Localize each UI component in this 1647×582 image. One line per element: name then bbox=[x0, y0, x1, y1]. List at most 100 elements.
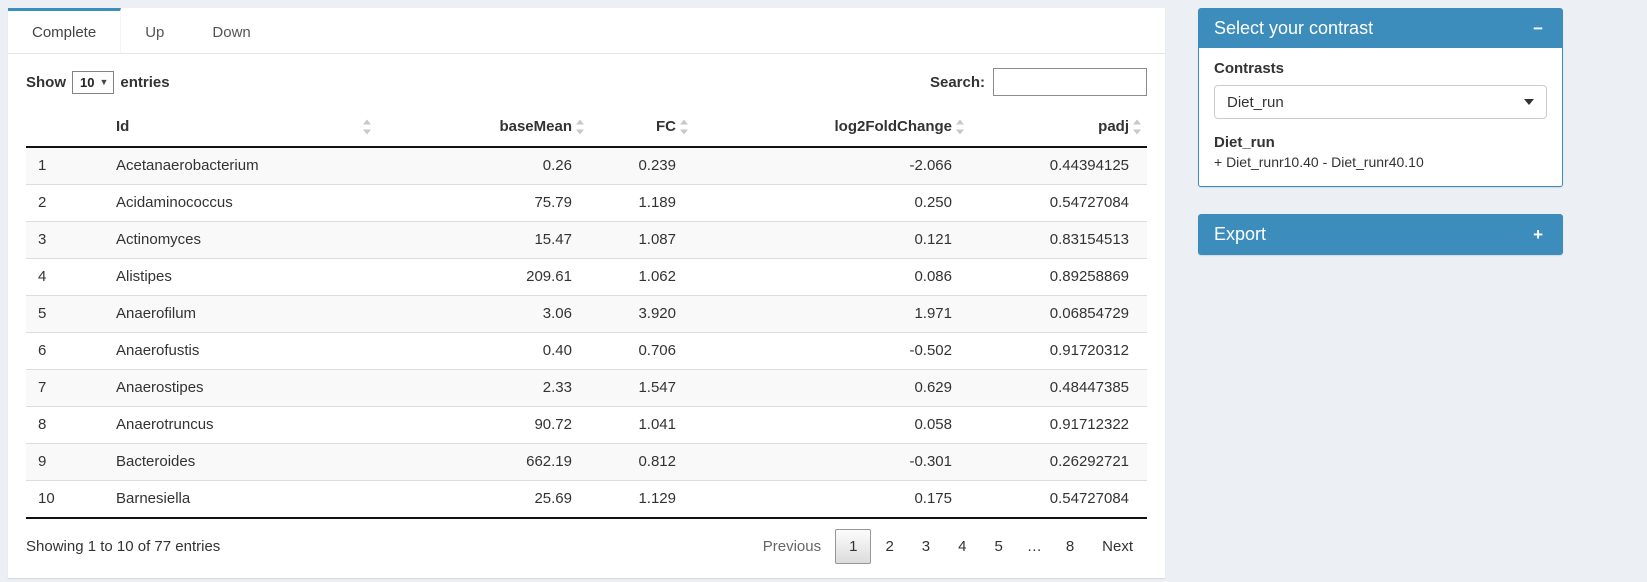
cell-log2FoldChange: -2.066 bbox=[909, 157, 952, 174]
pagination-page-button[interactable]: 1 bbox=[835, 529, 872, 564]
table-row: 7 Anaerostipes 2.33 1.547 0.629 0.48447385 bbox=[26, 369, 1147, 407]
search-control: Search: bbox=[930, 68, 1147, 96]
cell-FC: 1.129 bbox=[590, 480, 694, 519]
table-footer: Showing 1 to 10 of 77 entries Previous 1 2… bbox=[26, 529, 1147, 564]
cell-FC: 1.189 bbox=[590, 184, 694, 222]
cell-padj: 0.91712322 bbox=[970, 406, 1147, 444]
table-row: 3 Actinomyces 15.47 1.087 0.121 0.83154513 bbox=[26, 221, 1147, 259]
cell-id: Anaerotruncus bbox=[106, 406, 377, 444]
pagination-page-button[interactable]: 5 bbox=[994, 538, 1003, 555]
header-padj[interactable]: padj bbox=[970, 108, 1147, 148]
cell-FC: 1.041 bbox=[590, 406, 694, 444]
cell-index: 4 bbox=[26, 258, 106, 296]
tab-up[interactable]: Up bbox=[145, 24, 165, 41]
cell-padj: 0.54727084 bbox=[970, 184, 1147, 222]
header-basemean[interactable]: baseMean bbox=[377, 108, 590, 148]
header-id-label: Id bbox=[116, 118, 130, 135]
pagination-page-button[interactable]: 3 bbox=[921, 538, 931, 555]
pagination-page-button[interactable]: 8 bbox=[1065, 538, 1075, 555]
cell-FC: 1.087 bbox=[590, 221, 694, 259]
sort-icon bbox=[362, 119, 372, 136]
export-box: Export + bbox=[1198, 214, 1563, 255]
header-id[interactable]: Id bbox=[106, 108, 377, 148]
table-row: 2 Acidaminococcus 75.79 1.189 0.250 0.5472708… bbox=[26, 184, 1147, 222]
cell-index: 9 bbox=[26, 443, 106, 481]
contrast-box: Select your contrast − Contrasts Diet_ru… bbox=[1198, 8, 1563, 187]
cell-log2FoldChange: 0.086 bbox=[694, 258, 970, 296]
cell-id: Actinomyces bbox=[106, 221, 377, 259]
sort-icon bbox=[575, 119, 585, 136]
pagination-page-button[interactable]: 2 bbox=[885, 538, 894, 555]
expand-plus-icon[interactable]: + bbox=[1533, 225, 1543, 244]
search-input[interactable] bbox=[993, 68, 1147, 96]
table-row: 6 Anaerofustis 0.40 0.706 -0.502 0.91720312 bbox=[26, 332, 1147, 370]
sort-icon bbox=[1132, 119, 1142, 136]
cell-id: Anaerofilum bbox=[106, 295, 377, 333]
pagination-previous-button[interactable]: Previous bbox=[762, 538, 822, 555]
pagination-ellipsis: … bbox=[1026, 538, 1042, 555]
results-table: Id baseMean FC log2FoldChange bbox=[26, 108, 1147, 519]
header-log2foldchange[interactable]: log2FoldChange bbox=[694, 108, 970, 148]
cell-id: Anaerostipes bbox=[106, 369, 377, 407]
contrast-box-title: Select your contrast bbox=[1214, 18, 1374, 38]
cell-id: Bacteroides bbox=[106, 443, 377, 481]
table-row: 10 Barnesiella 25.69 1.129 0.175 0.54727084 bbox=[26, 480, 1147, 519]
cell-id: Alistipes bbox=[106, 258, 377, 296]
tab-bar: Complete Up Down bbox=[8, 8, 1165, 54]
search-label: Search: bbox=[929, 73, 985, 91]
cell-FC: 1.547 bbox=[590, 369, 694, 407]
contrast-select[interactable]: Diet_run bbox=[1214, 85, 1547, 119]
table-controls: Show 10 ▼ entries Search: bbox=[26, 64, 1147, 108]
contrast-name: Diet_run bbox=[1214, 134, 1275, 151]
pagination-next-button[interactable]: Next bbox=[1102, 538, 1133, 555]
cell-baseMean: 75.79 bbox=[377, 184, 590, 222]
sort-icon bbox=[955, 119, 965, 136]
tab-complete[interactable]: Complete bbox=[8, 8, 122, 53]
table-row: 9 Bacteroides 662.19 0.812 -0.301 0.26292721 bbox=[26, 443, 1147, 481]
cell-baseMean: 3.06 bbox=[377, 295, 590, 333]
cell-index: 10 bbox=[26, 480, 106, 519]
cell-padj: 0.26292721 bbox=[970, 443, 1147, 481]
cell-id: Acetanaerobacterium bbox=[116, 157, 259, 174]
header-fc[interactable]: FC bbox=[590, 108, 694, 148]
cell-index: 5 bbox=[26, 295, 106, 333]
sort-icon bbox=[679, 119, 689, 136]
cell-baseMean: 662.19 bbox=[377, 443, 590, 481]
cell-FC: 0.706 bbox=[590, 332, 694, 370]
pagination-page-button[interactable]: 4 bbox=[958, 538, 967, 555]
table-row: 8 Anaerotruncus 90.72 1.041 0.058 0.91712322 bbox=[26, 406, 1147, 444]
caret-down-icon bbox=[1524, 99, 1534, 105]
collapse-minus-icon[interactable]: − bbox=[1533, 19, 1543, 38]
cell-log2FoldChange: -0.301 bbox=[694, 443, 970, 481]
contrast-select-value: Diet_run bbox=[1227, 93, 1284, 111]
cell-baseMean: 25.69 bbox=[377, 480, 590, 519]
contrast-box-body: Contrasts Diet_run Diet_run + Diet_runr1… bbox=[1199, 48, 1562, 186]
cell-FC: 0.812 bbox=[590, 443, 694, 481]
table-info: Showing 1 to 10 of 77 entries bbox=[26, 538, 221, 555]
header-basemean-label: baseMean bbox=[499, 118, 572, 135]
header-index bbox=[26, 108, 106, 148]
cell-index: 1 bbox=[38, 157, 47, 174]
page-length-control: Show 10 ▼ entries bbox=[26, 70, 170, 94]
pagination: Previous 1 2 3 4 5 … 8 Next bbox=[749, 529, 1147, 564]
table-header-row: Id baseMean FC log2FoldChange bbox=[26, 108, 1147, 148]
header-log2foldchange-label: log2FoldChange bbox=[834, 118, 953, 135]
caret-down-icon: ▼ bbox=[99, 77, 109, 87]
cell-baseMean: 15.47 bbox=[377, 221, 590, 259]
cell-baseMean: 0.40 bbox=[377, 332, 590, 370]
cell-padj: 0.89258869 bbox=[970, 258, 1147, 296]
show-label: Show bbox=[26, 73, 66, 91]
cell-padj: 0.06854729 bbox=[970, 295, 1147, 333]
cell-padj: 0.83154513 bbox=[970, 221, 1147, 259]
results-card: Complete Up Down Show 10 ▼ entries Searc… bbox=[8, 8, 1165, 578]
table-row: 4 Alistipes 209.61 1.062 0.086 0.89258869 bbox=[26, 258, 1147, 296]
tab-down[interactable]: Down bbox=[212, 24, 251, 41]
page-length-select[interactable]: 10 ▼ bbox=[72, 70, 115, 94]
page-length-value: 10 bbox=[80, 74, 95, 90]
cell-baseMean: 0.26 bbox=[542, 157, 572, 174]
cell-log2FoldChange: 0.175 bbox=[694, 480, 970, 519]
cell-FC: 3.920 bbox=[590, 295, 694, 333]
cell-log2FoldChange: 0.058 bbox=[694, 406, 970, 444]
cell-id: Barnesiella bbox=[106, 480, 377, 519]
export-box-title: Export bbox=[1214, 224, 1267, 244]
